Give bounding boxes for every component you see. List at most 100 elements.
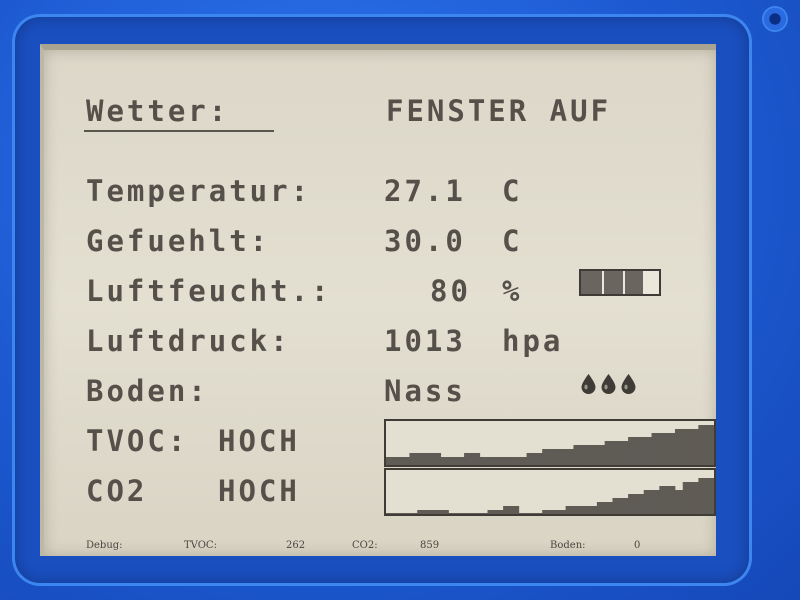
tvoc-history-bar: [526, 453, 535, 465]
debug-co2-value: 859: [420, 540, 440, 551]
humidity-value: 80: [430, 274, 471, 308]
tvoc-history-bar: [542, 449, 551, 465]
co2-history-bar: [456, 513, 465, 514]
tvoc-history-bar: [495, 457, 504, 465]
tvoc-history-bar: [479, 457, 488, 465]
co2-history-bar: [550, 510, 559, 514]
debug-tvoc-label: TVOC:: [184, 540, 217, 551]
co2-history-bar: [432, 510, 442, 514]
co2-history-bar: [690, 482, 699, 514]
co2-history-bar: [620, 498, 629, 514]
tvoc-history-bar: [573, 445, 582, 465]
header-title: Wetter:: [86, 94, 230, 128]
soil-drops: [580, 373, 637, 395]
tvoc-history-bar: [596, 445, 606, 465]
feels-like-label: Gefuehlt:: [86, 224, 271, 258]
tvoc-history-bar: [448, 457, 457, 465]
co2-history-bar: [596, 502, 606, 514]
temperature-unit: C: [502, 174, 523, 208]
co2-history-bar: [518, 513, 527, 514]
soil-value: Nass: [384, 374, 466, 408]
co2-history-chart: [384, 468, 716, 516]
water-drop-icon: [601, 374, 616, 394]
co2-history-bar: [565, 506, 574, 514]
co2-history-bar: [698, 478, 707, 514]
tvoc-history-bar: [682, 429, 691, 465]
tvoc-history-bar: [674, 429, 684, 465]
tvoc-history-bar: [401, 457, 410, 465]
tvoc-label: TVOC:: [86, 424, 189, 458]
co2-history-bar: [643, 490, 652, 514]
tvoc-history-bar: [706, 425, 714, 465]
tvoc-history-bar: [635, 437, 645, 465]
tvoc-history-bar: [628, 437, 637, 465]
eink-screen: Wetter: FENSTER AUF Temperatur: 27.1 C G…: [40, 44, 716, 556]
tvoc-history-bar: [659, 433, 668, 465]
tvoc-history-bar: [589, 445, 598, 465]
tvoc-level: HOCH: [218, 424, 300, 458]
tvoc-history-chart: [384, 419, 716, 467]
co2-history-bar: [495, 510, 504, 514]
tvoc-history-bar: [581, 445, 590, 465]
tvoc-history-bar: [432, 453, 442, 465]
debug-co2-label: CO2:: [352, 540, 378, 551]
tvoc-history-bar: [612, 441, 621, 465]
humidity-unit: %: [502, 274, 523, 308]
co2-history-bar: [589, 506, 598, 514]
co2-history-bar: [667, 486, 676, 514]
humidity-label: Luftfeucht.:: [86, 274, 332, 308]
tvoc-history-bar: [425, 453, 434, 465]
co2-history-bar: [542, 510, 551, 514]
co2-history-bar: [487, 510, 496, 514]
header-underline: [84, 130, 274, 132]
co2-history-bar: [628, 494, 637, 514]
tvoc-history-bar: [409, 453, 418, 465]
tvoc-history-bar: [550, 449, 559, 465]
co2-history-bar: [651, 490, 660, 514]
water-drop-icon: [581, 374, 596, 394]
soil-label: Boden:: [86, 374, 209, 408]
tvoc-history-bar: [503, 457, 512, 465]
co2-history-bar: [510, 506, 520, 514]
tvoc-history-bar: [565, 449, 574, 465]
humidity-bar-segment-divider: [601, 271, 604, 294]
co2-history-bar: [557, 510, 567, 514]
pressure-unit: hpa: [502, 324, 564, 358]
co2-history-bar: [534, 513, 543, 514]
feels-like-unit: C: [502, 224, 523, 258]
tvoc-history-bar: [557, 449, 567, 465]
co2-history-bar: [471, 513, 481, 514]
window-status: FENSTER AUF: [386, 94, 612, 128]
co2-history-bar: [479, 513, 488, 514]
tvoc-history-bar: [651, 433, 660, 465]
co2-history-bar: [674, 490, 684, 514]
debug-tvoc-value: 262: [286, 540, 306, 551]
temperature-value: 27.1: [384, 174, 466, 208]
co2-history-bar: [581, 506, 590, 514]
debug-boden-label: Boden:: [550, 540, 586, 551]
tvoc-history-bar: [417, 453, 426, 465]
co2-history-bar: [635, 494, 645, 514]
co2-history-bar: [526, 513, 535, 514]
co2-history-bar: [706, 478, 714, 514]
co2-history-bar: [409, 513, 418, 514]
co2-history-bar: [401, 513, 410, 514]
water-drop-icon: [621, 374, 636, 394]
mounting-screw: [762, 6, 788, 32]
pressure-value: 1013: [384, 324, 466, 358]
co2-history-bar: [682, 482, 691, 514]
tvoc-history-bar: [510, 457, 520, 465]
tvoc-history-bar: [667, 433, 676, 465]
tvoc-history-bar: [690, 429, 699, 465]
tvoc-history-bar: [643, 437, 652, 465]
co2-history-bar: [659, 486, 668, 514]
tvoc-history-bar: [604, 441, 613, 465]
co2-history-bar: [425, 510, 434, 514]
tvoc-history-bar: [487, 457, 496, 465]
co2-history-bar: [393, 513, 403, 514]
co2-history-bar: [612, 498, 621, 514]
tvoc-history-bar: [456, 457, 465, 465]
tvoc-history-bar: [471, 453, 481, 465]
tvoc-history-bar: [698, 425, 707, 465]
